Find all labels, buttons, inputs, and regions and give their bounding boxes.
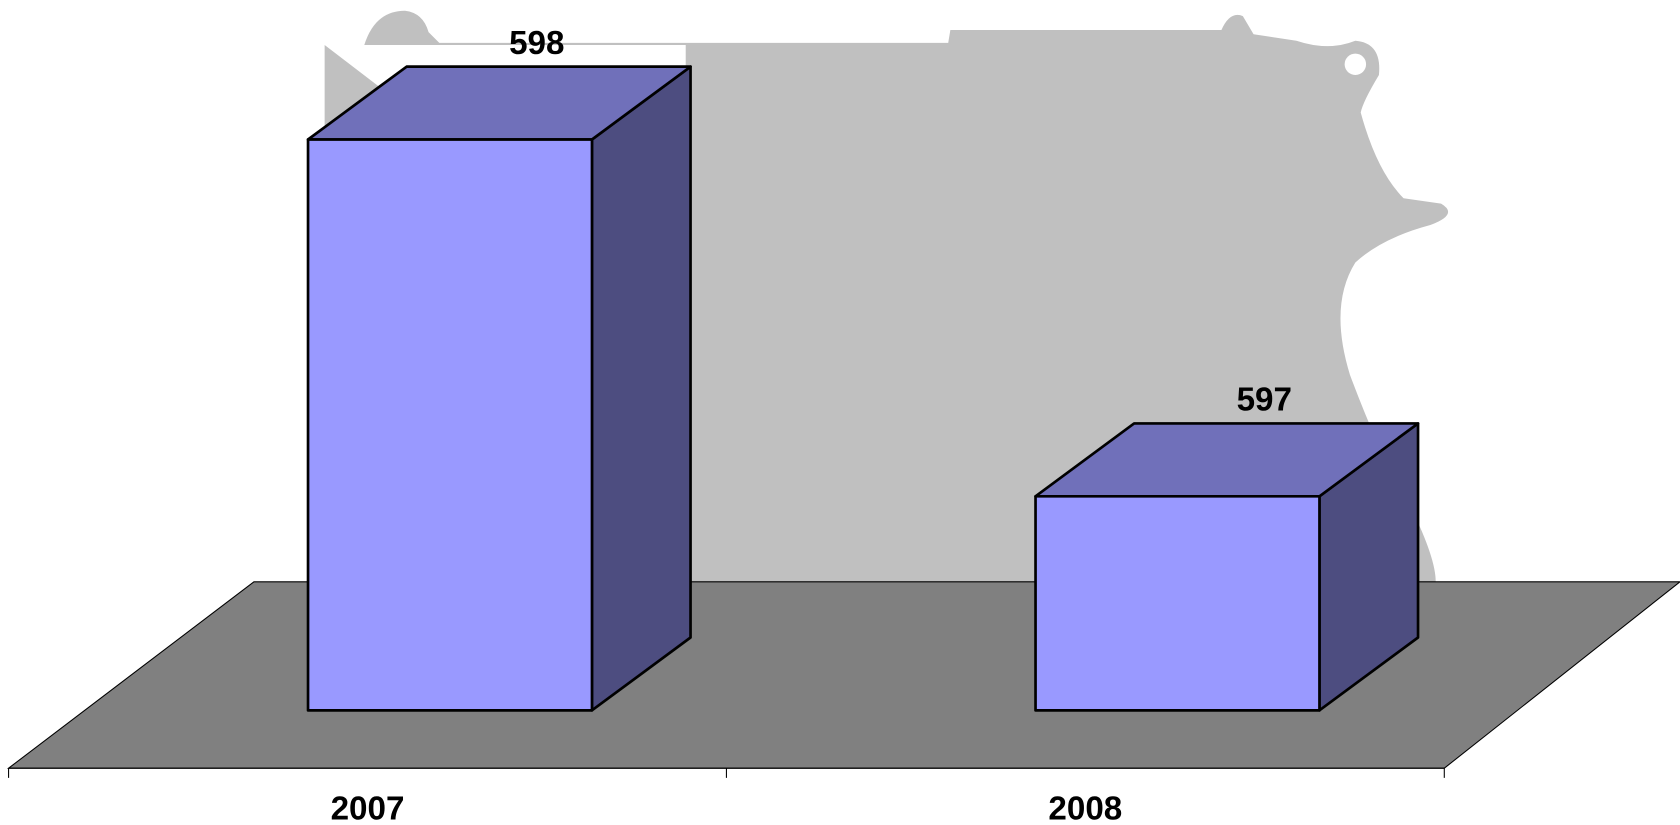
x-tick-label: 2008 — [1048, 791, 1122, 825]
bar — [306, 138, 594, 712]
bar-side — [590, 65, 692, 712]
value-label: 597 — [1237, 382, 1292, 419]
background-pistol-hole — [1344, 53, 1367, 75]
floor — [6, 581, 1680, 769]
value-label: 598 — [509, 25, 564, 62]
bar — [1034, 494, 1321, 712]
x-tick-label: 2007 — [331, 791, 405, 825]
